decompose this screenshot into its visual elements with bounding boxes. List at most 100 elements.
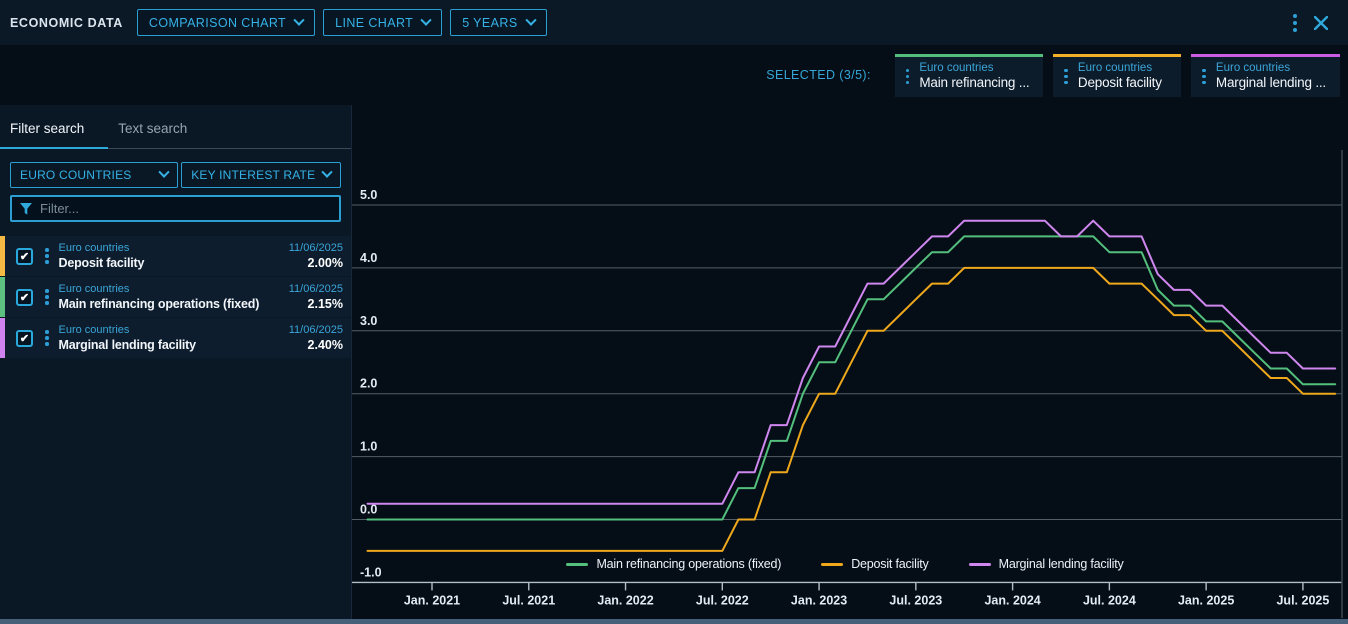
series-category: Euro countries [58,323,130,336]
legend-label: Deposit facility [851,557,929,571]
chip-series-name: Main refinancing ... [919,75,1030,91]
selected-bar: SELECTED (3/5): Euro countries Main refi… [0,45,1348,105]
chevron-down-icon [158,166,170,178]
sidebar-tabs: Filter search Text search [0,105,351,149]
kebab-menu-icon[interactable] [1282,10,1308,36]
series-checkbox[interactable]: ✔ [16,247,33,265]
series-line [366,235,1337,521]
close-icon[interactable] [1308,10,1334,36]
series-list-item[interactable]: ✔ Euro countries Deposit facility 11/06/… [0,236,351,276]
series-checkbox[interactable]: ✔ [16,329,33,347]
tab-label: Text search [118,121,188,136]
y-axis-label: 2.0 [360,377,377,391]
page-title: ECONOMIC DATA [10,15,123,30]
x-axis-label: Jul. 2023 [889,593,942,607]
series-color-bar [0,236,5,276]
series-checkbox[interactable]: ✔ [16,288,33,306]
series-category: Euro countries [58,241,130,254]
series-list-item[interactable]: ✔ Euro countries Main refinancing operat… [0,277,351,317]
y-axis-label: 4.0 [360,251,377,265]
header-dropdown[interactable]: 5 YEARS [450,9,547,36]
kebab-menu-icon[interactable] [43,246,51,266]
legend-item[interactable]: Marginal lending facility [968,557,1124,571]
header-dropdown[interactable]: COMPARISON CHART [136,9,316,36]
y-axis-label: 0.0 [360,503,377,517]
series-name: Main refinancing operations (fixed) [58,297,260,312]
x-axis-label: Jul. 2025 [1276,593,1329,607]
kebab-menu-icon[interactable] [43,287,51,307]
chip-series-name: Deposit facility [1077,75,1162,91]
dropdown-label: EURO COUNTRIES [20,168,132,182]
chip-category: Euro countries [1077,61,1153,74]
filter-input-box [10,195,341,222]
series-color-bar [0,277,5,317]
dropdown-label: COMPARISON CHART [148,15,287,30]
header-dropdowns: COMPARISON CHART LINE CHART 5 YEARS [136,9,555,36]
top-bar: ECONOMIC DATA COMPARISON CHART LINE CHAR… [0,0,1348,45]
chart-area: 5.0 4.0 3.0 2.0 1.0 0.0 -1.0 Jan. 2021 Jul. 2021… [352,105,1348,619]
category-dropdown[interactable]: KEY INTEREST RATE [181,162,341,188]
legend-label: Main refinancing operations (fixed) [596,557,782,571]
tab-filter-search[interactable]: Filter search [0,105,109,149]
header-dropdown[interactable]: LINE CHART [323,9,443,36]
x-axis-label: Jan. 2024 [984,593,1040,607]
y-axis-label: 1.0 [360,440,377,454]
x-axis-label: Jul. 2024 [1083,593,1136,607]
legend-item[interactable]: Main refinancing operations (fixed) [566,557,781,571]
kebab-menu-icon[interactable] [904,67,912,87]
series-name: Deposit facility [58,256,145,271]
kebab-menu-icon[interactable] [1200,67,1208,87]
dropdown-label: LINE CHART [335,15,414,30]
y-axis-label: -1.0 [360,565,382,579]
chip-series-name: Marginal lending ... [1215,75,1326,91]
dropdown-label: KEY INTEREST RATE [191,168,316,182]
series-value: 2.15% [307,297,343,312]
chevron-down-icon [293,14,305,26]
chart-legend: Main refinancing operations (fixed) Depo… [352,555,1338,573]
chevron-down-icon [321,166,333,178]
series-color-bar [0,318,5,358]
selected-chips: Euro countries Main refinancing ... Euro… [885,53,1340,97]
kebab-menu-icon[interactable] [1062,67,1070,87]
bottom-resize-strip [0,619,1348,624]
series-date: 11/06/2025 [288,282,343,295]
series-line [366,219,1337,505]
legend-color-dash [968,562,991,566]
chip-category: Euro countries [919,61,994,74]
dropdown-label: 5 YEARS [462,15,518,30]
selected-series-chip[interactable]: Euro countries Main refinancing ... [894,53,1044,97]
chip-category: Euro countries [1215,61,1291,74]
x-axis-label: Jan. 2023 [791,593,847,607]
line-chart: 5.0 4.0 3.0 2.0 1.0 0.0 -1.0 Jan. 2021 Jul. 2021… [352,150,1343,618]
series-date: 11/06/2025 [288,241,343,254]
y-axis-label: 5.0 [360,188,377,202]
series-list: ✔ Euro countries Deposit facility 11/06/… [0,236,351,358]
country-dropdown[interactable]: EURO COUNTRIES [10,162,179,188]
selected-count-label: SELECTED (3/5): [766,68,871,82]
x-axis-label: Jan. 2022 [597,593,653,607]
legend-color-dash [821,562,844,566]
x-axis-label: Jul. 2021 [502,593,555,607]
series-category: Euro countries [58,282,130,295]
x-axis-label: Jul. 2022 [696,593,749,607]
tab-text-search[interactable]: Text search [108,105,201,149]
series-date: 11/06/2025 [288,323,343,336]
series-list-item[interactable]: ✔ Euro countries Marginal lending facili… [0,318,351,358]
sidebar-filter-dropdowns: EURO COUNTRIES KEY INTEREST RATE [10,162,341,188]
selected-series-chip[interactable]: Euro countries Marginal lending ... [1191,53,1340,97]
legend-item[interactable]: Deposit facility [821,557,929,571]
tab-label: Filter search [10,121,85,136]
x-axis-label: Jan. 2025 [1178,593,1234,607]
filter-input[interactable] [40,201,331,216]
legend-color-dash [566,562,589,566]
chevron-down-icon [524,14,537,26]
chevron-down-icon [420,14,432,26]
funnel-icon [20,202,32,215]
series-name: Marginal lending facility [58,338,197,353]
series-value: 2.00% [307,256,343,271]
selected-series-chip[interactable]: Euro countries Deposit facility [1053,53,1182,97]
legend-label: Marginal lending facility [998,557,1124,571]
sidebar: Filter search Text search EURO COUNTRIES… [0,105,352,619]
kebab-menu-icon[interactable] [43,328,51,348]
